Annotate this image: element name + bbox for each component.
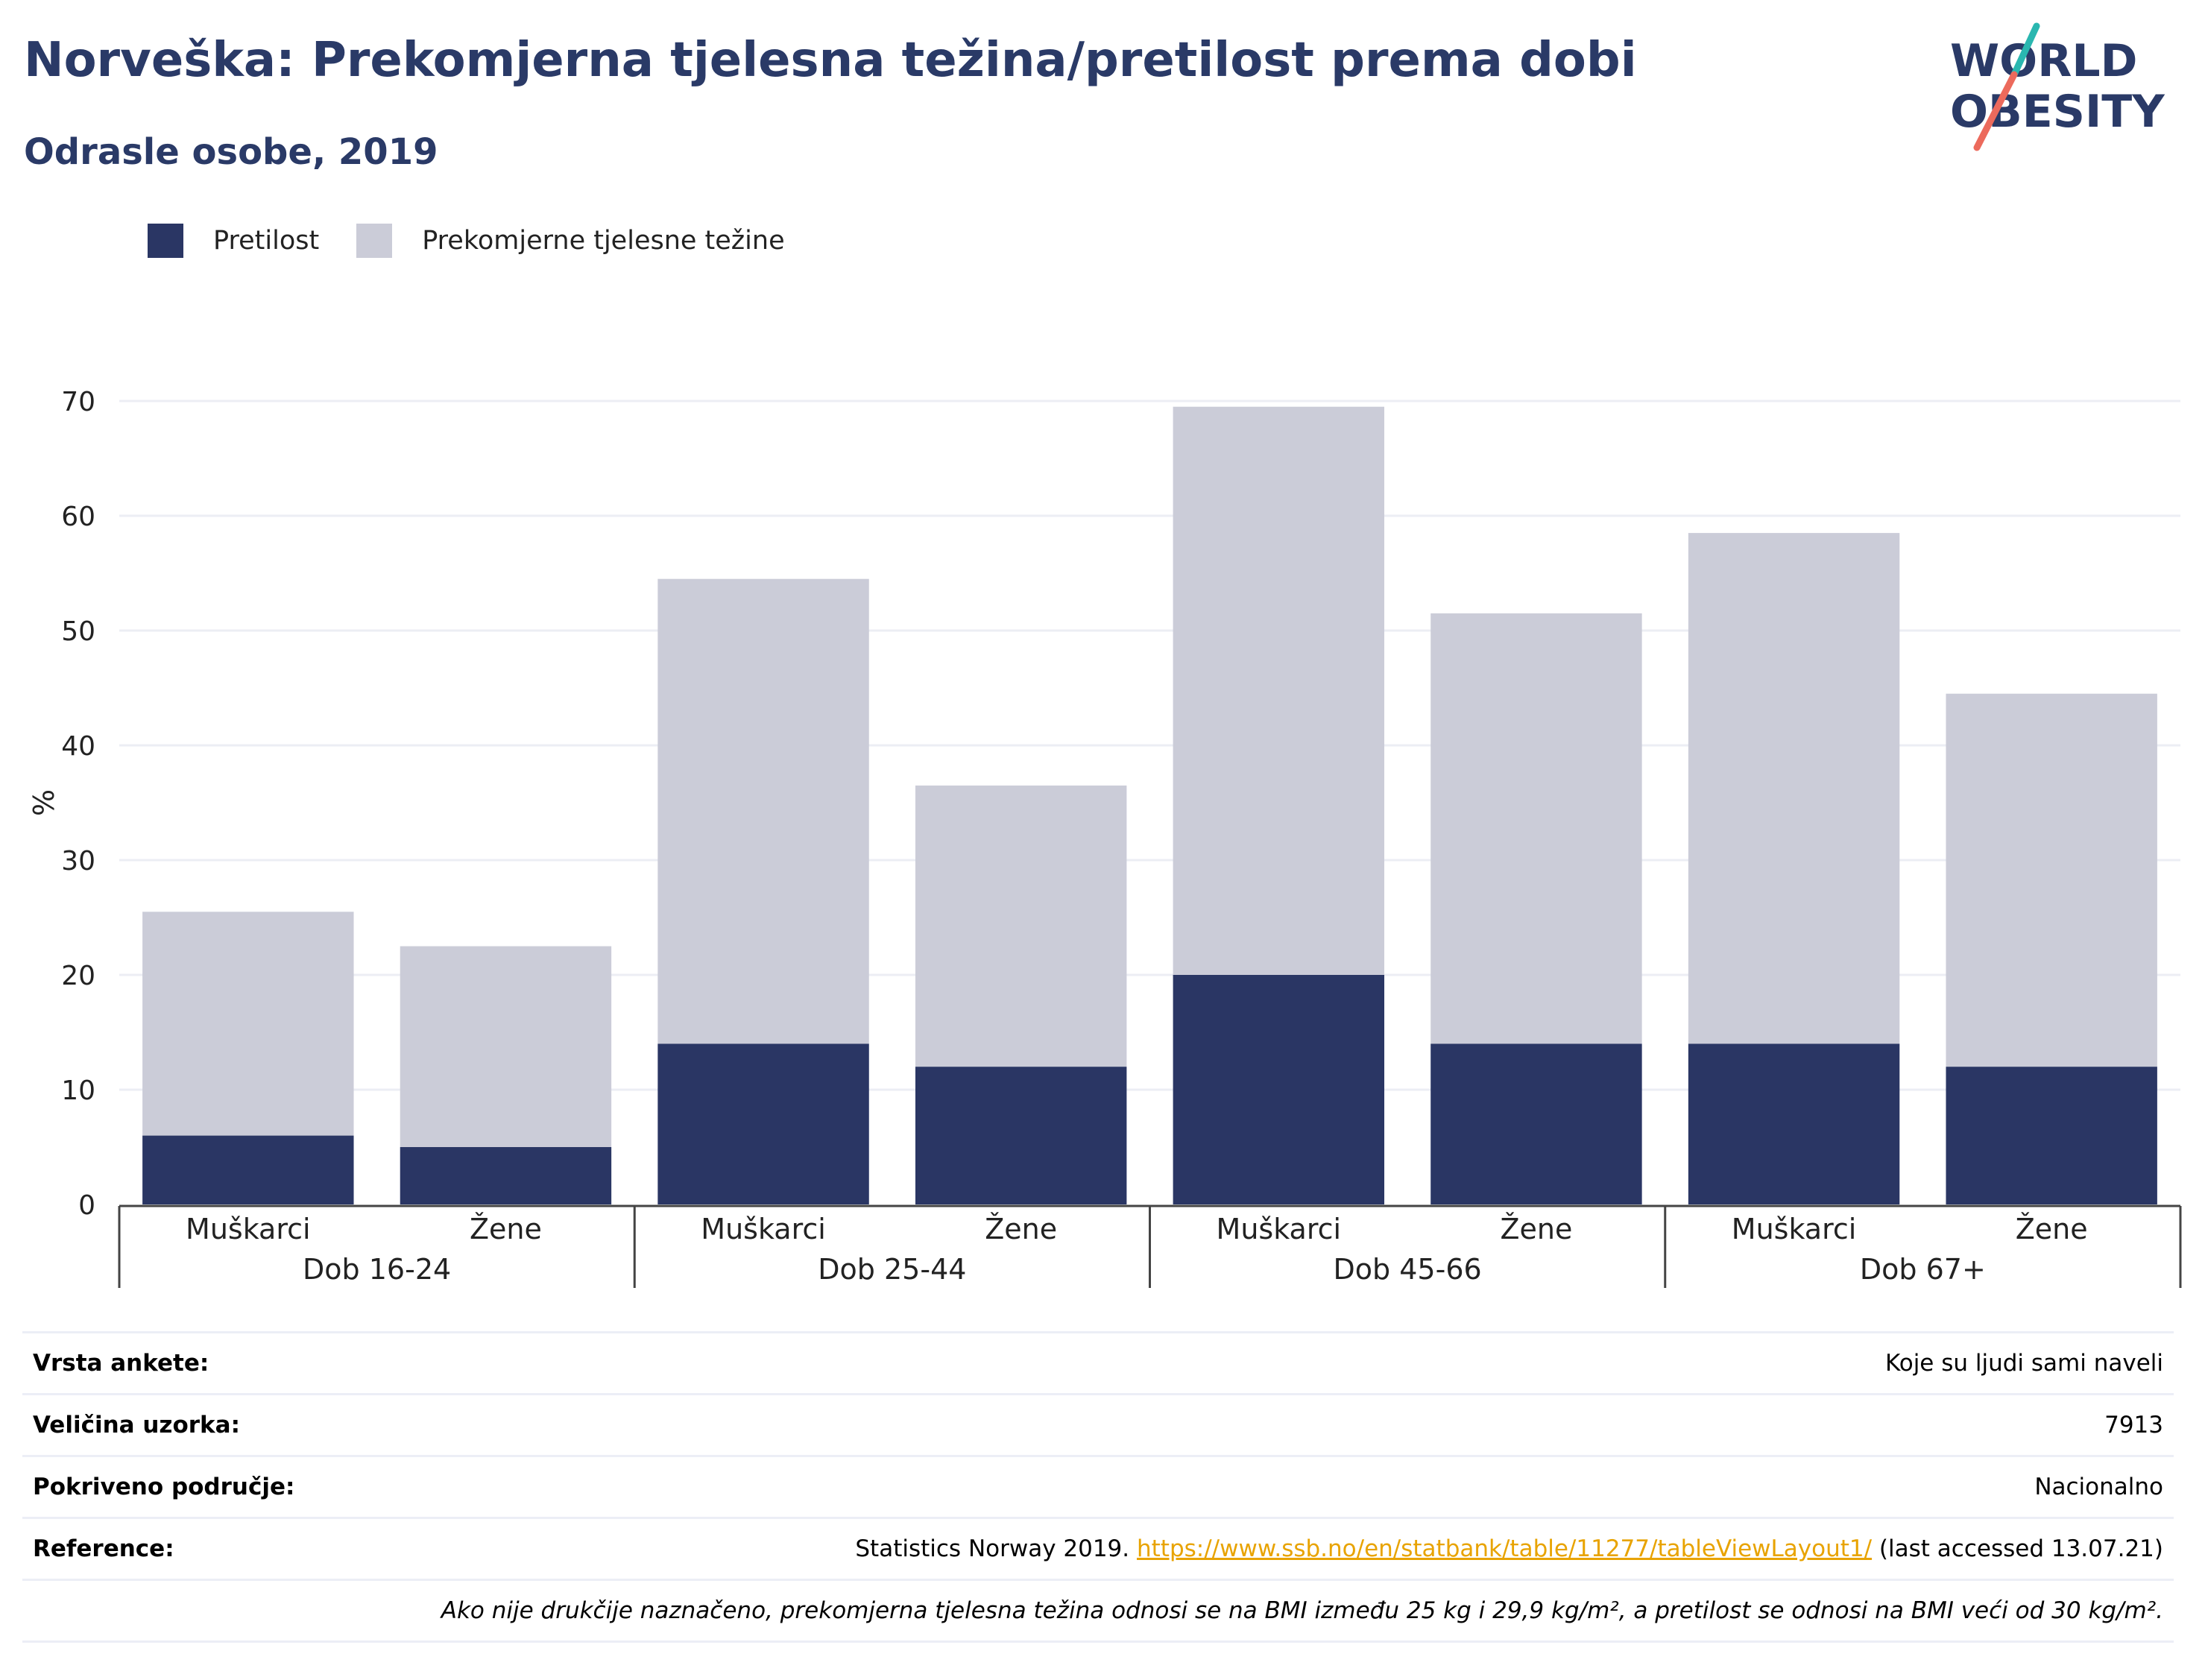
group-label: Dob 16-24 [303, 1253, 451, 1286]
x-tick-label: Žene [470, 1213, 542, 1245]
x-tick-label: Muškarci [701, 1213, 826, 1245]
reference-prefix: Statistics Norway 2019. [855, 1535, 1137, 1562]
y-tick-label: 50 [61, 616, 95, 647]
group-label: Dob 45-66 [1334, 1253, 1482, 1286]
bar-obesity [657, 1043, 869, 1204]
meta-label: Reference: [33, 1535, 174, 1562]
meta-value: Koje su ljudi sami naveli [1884, 1350, 2163, 1377]
legend-item-obesity[interactable]: Pretilost [148, 224, 319, 258]
bar-obesity [1430, 1043, 1642, 1204]
y-tick-label: 10 [61, 1076, 95, 1106]
meta-label: Vrsta ankete: [33, 1350, 209, 1377]
bar-overweight [400, 946, 612, 1147]
reference-value: Statistics Norway 2019. https://www.ssb.… [855, 1535, 2163, 1562]
legend-item-overweight[interactable]: Prekomjerne tjelesne težine [356, 224, 785, 258]
y-tick-label: 0 [78, 1190, 95, 1221]
meta-label: Pokriveno područje: [33, 1474, 295, 1500]
bar-overweight [657, 578, 869, 1044]
bar-obesity [142, 1135, 354, 1204]
group-label: Dob 25-44 [818, 1253, 966, 1286]
reference-suffix: (last accessed 13.07.21) [1872, 1535, 2163, 1562]
bar-obesity [400, 1147, 612, 1204]
bar-overweight [1688, 533, 1900, 1044]
x-tick-label: Muškarci [1217, 1213, 1342, 1245]
y-tick-label: 20 [61, 961, 95, 991]
legend-swatch-overweight [356, 224, 393, 258]
meta-row-survey-type: Vrsta ankete: Koje su ljudi sami naveli [22, 1333, 2174, 1395]
logo-slash-bottom [1973, 71, 2018, 151]
logo-slash-top [2010, 22, 2040, 78]
chart-subtitle: Odrasle osobe, 2019 [24, 131, 438, 173]
meta-row-coverage: Pokriveno područje: Nacionalno [22, 1457, 2174, 1519]
meta-value: 7913 [2104, 1412, 2163, 1439]
bar-overweight [1173, 406, 1385, 975]
y-tick-label: 70 [61, 387, 95, 417]
x-tick-label: Žene [1501, 1213, 1573, 1245]
y-axis-label: % [28, 789, 60, 816]
bar-chart: 0 10 20 30 40 50 60 70% Muškarci Žene Muškarci Žene… [28, 387, 2182, 1288]
meta-label: Veličina uzorka: [33, 1412, 240, 1439]
definition-note: Ako nije drukčije naznačeno, prekomjerna… [22, 1581, 2174, 1643]
legend-label-overweight: Prekomjerne tjelesne težine [422, 226, 785, 256]
legend-label-obesity: Pretilost [213, 226, 320, 256]
x-tick-label: Muškarci [186, 1213, 311, 1245]
meta-row-sample-size: Veličina uzorka: 7913 [22, 1395, 2174, 1457]
bar-overweight [915, 785, 1127, 1067]
bar-overweight [1946, 693, 2157, 1067]
world-obesity-logo: WORLD OBESITY [1950, 22, 2165, 151]
survey-info-table: Vrsta ankete: Koje su ljudi sami naveli … [22, 1331, 2174, 1643]
bar-obesity [1688, 1043, 1900, 1204]
reference-link[interactable]: https://www.ssb.no/en/statbank/table/112… [1137, 1535, 1873, 1562]
x-tick-label: Žene [2016, 1213, 2088, 1245]
x-tick-label: Muškarci [1732, 1213, 1857, 1245]
bar-overweight [1430, 613, 1642, 1044]
meta-row-reference: Reference: Statistics Norway 2019. https… [22, 1519, 2174, 1581]
chart-title: Norveška: Prekomjerna tjelesna težina/pr… [24, 33, 1637, 88]
bar-obesity [1946, 1067, 2157, 1204]
y-tick-label: 60 [61, 502, 95, 532]
bar-obesity [915, 1067, 1127, 1204]
y-tick-label: 30 [61, 846, 95, 877]
legend-swatch-obesity [148, 224, 183, 258]
meta-value: Nacionalno [2034, 1474, 2163, 1500]
bar-obesity [1173, 975, 1385, 1204]
bar-overweight [142, 912, 354, 1136]
y-tick-label: 40 [61, 731, 95, 762]
group-label: Dob 67+ [1860, 1253, 1986, 1286]
x-tick-label: Žene [985, 1213, 1057, 1245]
logo-text-world: WORLD [1950, 35, 2137, 87]
chart-legend: Pretilost Prekomjerne tjelesne težine [148, 221, 822, 261]
